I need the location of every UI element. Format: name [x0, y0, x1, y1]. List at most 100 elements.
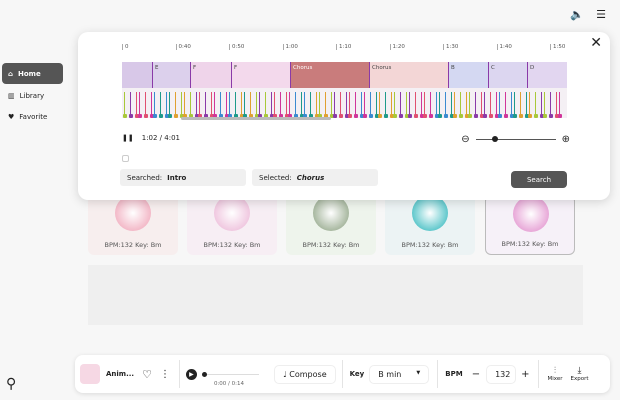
search-button[interactable]: Search — [511, 171, 567, 188]
chord-marker[interactable] — [158, 92, 163, 118]
chord-marker[interactable] — [257, 92, 262, 118]
song-card[interactable]: BPM:132 Key: Bm — [485, 195, 575, 255]
chord-marker[interactable] — [383, 92, 388, 118]
chord-marker[interactable] — [518, 92, 523, 118]
chord-marker[interactable] — [278, 92, 283, 118]
chord-marker[interactable] — [524, 92, 529, 118]
checkbox[interactable] — [122, 155, 129, 162]
chord-marker[interactable] — [224, 92, 229, 118]
section-block[interactable]: Chorus — [369, 62, 448, 88]
chord-marker[interactable] — [134, 92, 139, 118]
chord-marker[interactable] — [203, 92, 208, 118]
chord-marker[interactable] — [398, 92, 403, 118]
chord-marker[interactable] — [419, 92, 424, 118]
chord-marker[interactable] — [368, 92, 373, 118]
menu-icon[interactable]: ☰ — [596, 8, 606, 21]
chord-marker[interactable] — [263, 92, 268, 118]
chord-marker[interactable] — [473, 92, 478, 118]
mixer-button[interactable]: ⫶ Mixer — [547, 366, 563, 382]
chord-marker[interactable] — [284, 92, 289, 118]
heart-icon[interactable]: ♡ — [142, 367, 152, 381]
chord-marker[interactable] — [488, 92, 493, 118]
minus-icon[interactable]: − — [471, 368, 481, 380]
export-button[interactable]: ⤓ Export — [570, 366, 589, 382]
chord-marker[interactable] — [479, 92, 484, 118]
timeline-track[interactable]: E F F Chorus Chorus B C D — [122, 62, 567, 118]
chord-marker[interactable] — [443, 92, 448, 118]
sidebar-item-favorite[interactable]: ♥ Favorite — [8, 112, 48, 121]
chord-marker[interactable] — [377, 92, 382, 118]
more-icon[interactable]: ⋮ — [159, 368, 170, 380]
chord-marker[interactable] — [233, 92, 238, 118]
chord-marker[interactable] — [242, 92, 247, 118]
chord-marker[interactable] — [374, 92, 379, 118]
chord-marker[interactable] — [254, 92, 259, 118]
chord-marker[interactable] — [137, 92, 142, 118]
chord-marker[interactable] — [218, 92, 223, 118]
chord-marker[interactable] — [143, 92, 148, 118]
chord-marker[interactable] — [413, 92, 418, 118]
chord-marker[interactable] — [509, 92, 514, 118]
chord-marker[interactable] — [557, 92, 562, 118]
chord-marker[interactable] — [458, 92, 463, 118]
chord-marker[interactable] — [533, 92, 538, 118]
chord-marker[interactable] — [437, 92, 442, 118]
progress-slider[interactable]: 0:00 / 0:14 — [201, 364, 260, 387]
chord-marker[interactable] — [317, 92, 322, 118]
chord-marker[interactable] — [494, 92, 499, 118]
song-card[interactable]: BPM:132 Key: Bm — [88, 195, 178, 255]
chord-marker[interactable] — [287, 92, 292, 118]
sidebar-item-home[interactable]: ⌂ Home — [2, 63, 63, 84]
chord-marker[interactable] — [389, 92, 394, 118]
chord-marker[interactable] — [422, 92, 427, 118]
chord-marker[interactable] — [344, 92, 349, 118]
chord-marker[interactable] — [152, 92, 157, 118]
play-icon[interactable]: ▶ — [185, 368, 197, 380]
section-block[interactable]: E — [152, 62, 190, 88]
chord-marker[interactable] — [272, 92, 277, 118]
chord-marker[interactable] — [173, 92, 178, 118]
chord-marker[interactable] — [548, 92, 553, 118]
chord-marker[interactable] — [302, 92, 307, 118]
chord-marker[interactable] — [269, 92, 274, 118]
sidebar-item-library[interactable]: ▥ Library — [8, 91, 45, 100]
chord-marker[interactable] — [128, 92, 133, 118]
section-block[interactable]: F — [231, 62, 290, 88]
chord-marker[interactable] — [332, 92, 337, 118]
chord-marker[interactable] — [164, 92, 169, 118]
chord-marker[interactable] — [323, 92, 328, 118]
chord-marker[interactable] — [314, 92, 319, 118]
zoom-in-icon[interactable]: ⊕ — [561, 134, 570, 145]
chord-marker[interactable] — [527, 92, 532, 118]
bpm-input[interactable]: 132 — [486, 364, 517, 384]
section-block[interactable]: Chorus — [290, 62, 369, 88]
section-block[interactable]: C — [488, 62, 527, 88]
chord-marker[interactable] — [179, 92, 184, 118]
chord-lane[interactable] — [122, 88, 567, 118]
chord-marker[interactable] — [362, 92, 367, 118]
plus-icon[interactable]: + — [521, 368, 530, 380]
chord-marker[interactable] — [452, 92, 457, 118]
chord-marker[interactable] — [197, 92, 202, 118]
zoom-out-icon[interactable]: ⊖ — [461, 134, 470, 145]
chord-marker[interactable] — [182, 92, 187, 118]
chord-marker[interactable] — [359, 92, 364, 118]
search-icon[interactable]: ⚲ — [6, 376, 17, 392]
compose-button[interactable]: ♩ Compose — [273, 364, 336, 384]
chord-marker[interactable] — [299, 92, 304, 118]
chord-marker[interactable] — [407, 92, 412, 118]
chord-marker[interactable] — [428, 92, 433, 118]
chord-marker[interactable] — [464, 92, 469, 118]
chord-marker[interactable] — [194, 92, 199, 118]
chord-marker[interactable] — [512, 92, 517, 118]
section-block[interactable]: D — [527, 62, 567, 88]
volume-icon[interactable]: 🔈 — [570, 8, 585, 21]
chord-marker[interactable] — [404, 92, 409, 118]
close-icon[interactable]: ✕ — [590, 35, 602, 51]
key-select[interactable]: B min ▼ — [369, 364, 430, 384]
chord-marker[interactable] — [497, 92, 502, 118]
chord-marker[interactable] — [209, 92, 214, 118]
chord-marker[interactable] — [329, 92, 334, 118]
section-block[interactable]: F — [190, 62, 231, 88]
chord-marker[interactable] — [212, 92, 217, 118]
